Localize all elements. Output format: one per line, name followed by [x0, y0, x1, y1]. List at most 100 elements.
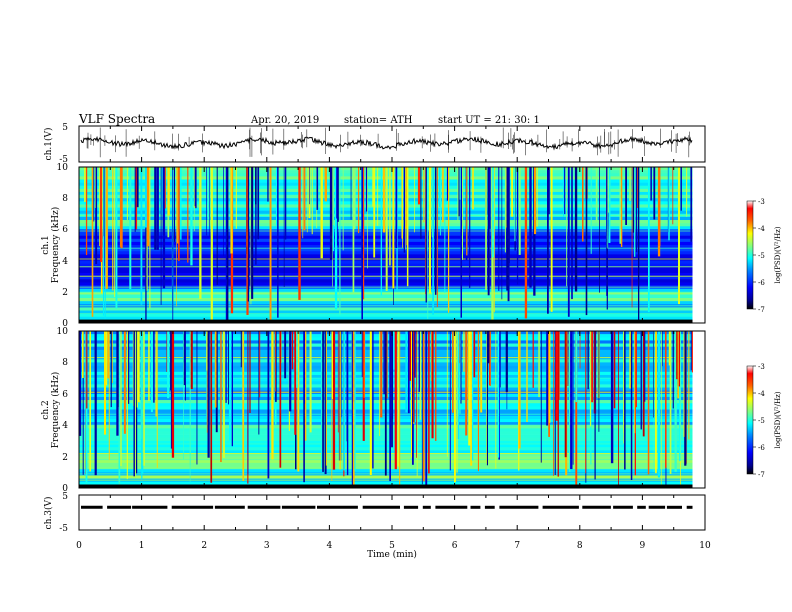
spectrogram-band [79, 294, 693, 299]
spectrogram-band [79, 316, 693, 321]
spectrogram-streak [444, 167, 446, 293]
ch1-ytick-10: 10 [57, 163, 69, 173]
spectrogram-streak [463, 331, 465, 372]
spectrogram-band [79, 481, 693, 486]
spectrogram-streak [146, 167, 150, 247]
spectrogram-streak [118, 331, 121, 488]
spectrogram-streak [582, 167, 584, 242]
x-tick-label-9: 9 [640, 541, 646, 551]
spectrogram-streak [446, 167, 448, 201]
spectrogram-streak [534, 167, 537, 235]
spectrogram-streak [536, 167, 538, 227]
spectrogram-streak [613, 331, 616, 409]
ch1-ytick-8: 8 [62, 194, 68, 204]
spectrogram-streak [172, 167, 174, 321]
spectrogram-streak [255, 167, 257, 265]
x-tick-label-0: 0 [76, 541, 82, 551]
spectrogram-streak [276, 167, 277, 226]
spectrogram-streak [216, 167, 218, 285]
spectrogram-streak [391, 331, 393, 419]
spectrogram-streak [267, 331, 269, 430]
spectrogram-streak [183, 331, 184, 460]
spectrogram-streak [516, 167, 519, 285]
spectrogram-streak [587, 331, 589, 390]
spectrogram-streak [405, 331, 408, 413]
spectrogram-streak [436, 167, 438, 307]
spectrogram-streak [162, 167, 165, 235]
spectrogram-streak [167, 331, 170, 399]
spectrogram-streak [249, 331, 251, 413]
spectrogram-streak [395, 167, 398, 248]
spectrogram-streak [377, 167, 379, 226]
spectrogram-streak [591, 331, 594, 403]
spectrogram-streak [389, 167, 391, 266]
spectrogram-streak [148, 331, 150, 401]
spectrogram-streak [362, 167, 365, 300]
spectrogram-streak [372, 331, 374, 469]
spectrogram-streak [553, 331, 554, 476]
spectrogram-streak [189, 331, 191, 482]
spectrogram-streak [634, 331, 636, 434]
x-tick-label-7: 7 [514, 541, 520, 551]
spectrogram-streak [571, 167, 573, 300]
spectrogram-streak [678, 167, 680, 305]
spectrogram-streak [392, 167, 395, 289]
spectrogram-streak [660, 331, 662, 487]
spectrogram-streak [137, 331, 140, 402]
spectrogram-streak [383, 331, 385, 395]
spectrogram-streak [350, 167, 352, 220]
spectrogram-streak [397, 331, 399, 467]
spectrogram-streak [149, 167, 151, 309]
spectrogram-streak [183, 331, 186, 386]
spectrogram-streak [154, 167, 157, 250]
spectrogram-streak [425, 331, 428, 487]
spectrogram-streak [460, 331, 462, 404]
spectrogram-streak [240, 331, 242, 368]
spectrogram-streak [590, 167, 592, 254]
spectrogram-streak [638, 167, 640, 322]
ch1-ytick-6: 6 [62, 225, 68, 235]
spectrogram-streak [206, 167, 207, 236]
spectrogram-streak [142, 331, 145, 466]
spectrogram-streak [442, 167, 444, 223]
spectrogram-streak [382, 167, 386, 233]
spectrogram-streak [176, 167, 177, 307]
spectrogram-streak [178, 167, 180, 261]
spectrogram-streak [329, 167, 333, 260]
spectrogram-streak [228, 331, 229, 405]
spectrogram-streak [655, 331, 657, 474]
spectrogram-streak [258, 331, 260, 435]
spectrogram-streak [336, 167, 338, 246]
spectrogram-streak [120, 167, 123, 249]
spectrogram-streak [489, 331, 491, 386]
spectrogram-streak [255, 167, 257, 205]
ch2-ytick-6: 6 [62, 390, 68, 400]
ch1-colorbar-label: log(PSD)(V²/Hz) [774, 226, 782, 283]
ch3-waveform-panel: 5 -5 ch.3(V) [43, 492, 706, 534]
ch2-colorbar-ticks [753, 365, 756, 475]
spectrogram-streak [156, 167, 159, 250]
x-tick-label-5: 5 [389, 541, 395, 551]
ch3-waveform-ylabel: ch.3(V) [43, 497, 54, 530]
spectrogram-streak [423, 167, 425, 223]
spectrogram-streak [425, 167, 427, 303]
spectrogram-streak [662, 331, 663, 367]
ch1-ytick-0: 0 [62, 319, 68, 329]
spectrogram-streak [469, 331, 471, 436]
spectrogram-streak [136, 167, 139, 208]
spectrogram-streak [140, 167, 143, 305]
spectrogram-streak [325, 331, 327, 466]
spectrogram-streak [632, 167, 635, 233]
spectrogram-streak [446, 331, 448, 457]
spectrogram-streak [402, 167, 403, 248]
spectrogram-streak [324, 167, 327, 202]
spectrogram-streak [507, 167, 510, 302]
ch1-cb-tick-7: -7 [758, 306, 765, 314]
spectrogram-streak [624, 331, 626, 470]
spectrogram-streak [691, 331, 693, 373]
spectrogram-streak [585, 167, 588, 316]
spectrogram-dc-bar [79, 484, 693, 488]
spectrogram-streak [114, 167, 116, 298]
spectrogram-streak [492, 167, 494, 258]
spectrogram-streak [623, 331, 624, 433]
